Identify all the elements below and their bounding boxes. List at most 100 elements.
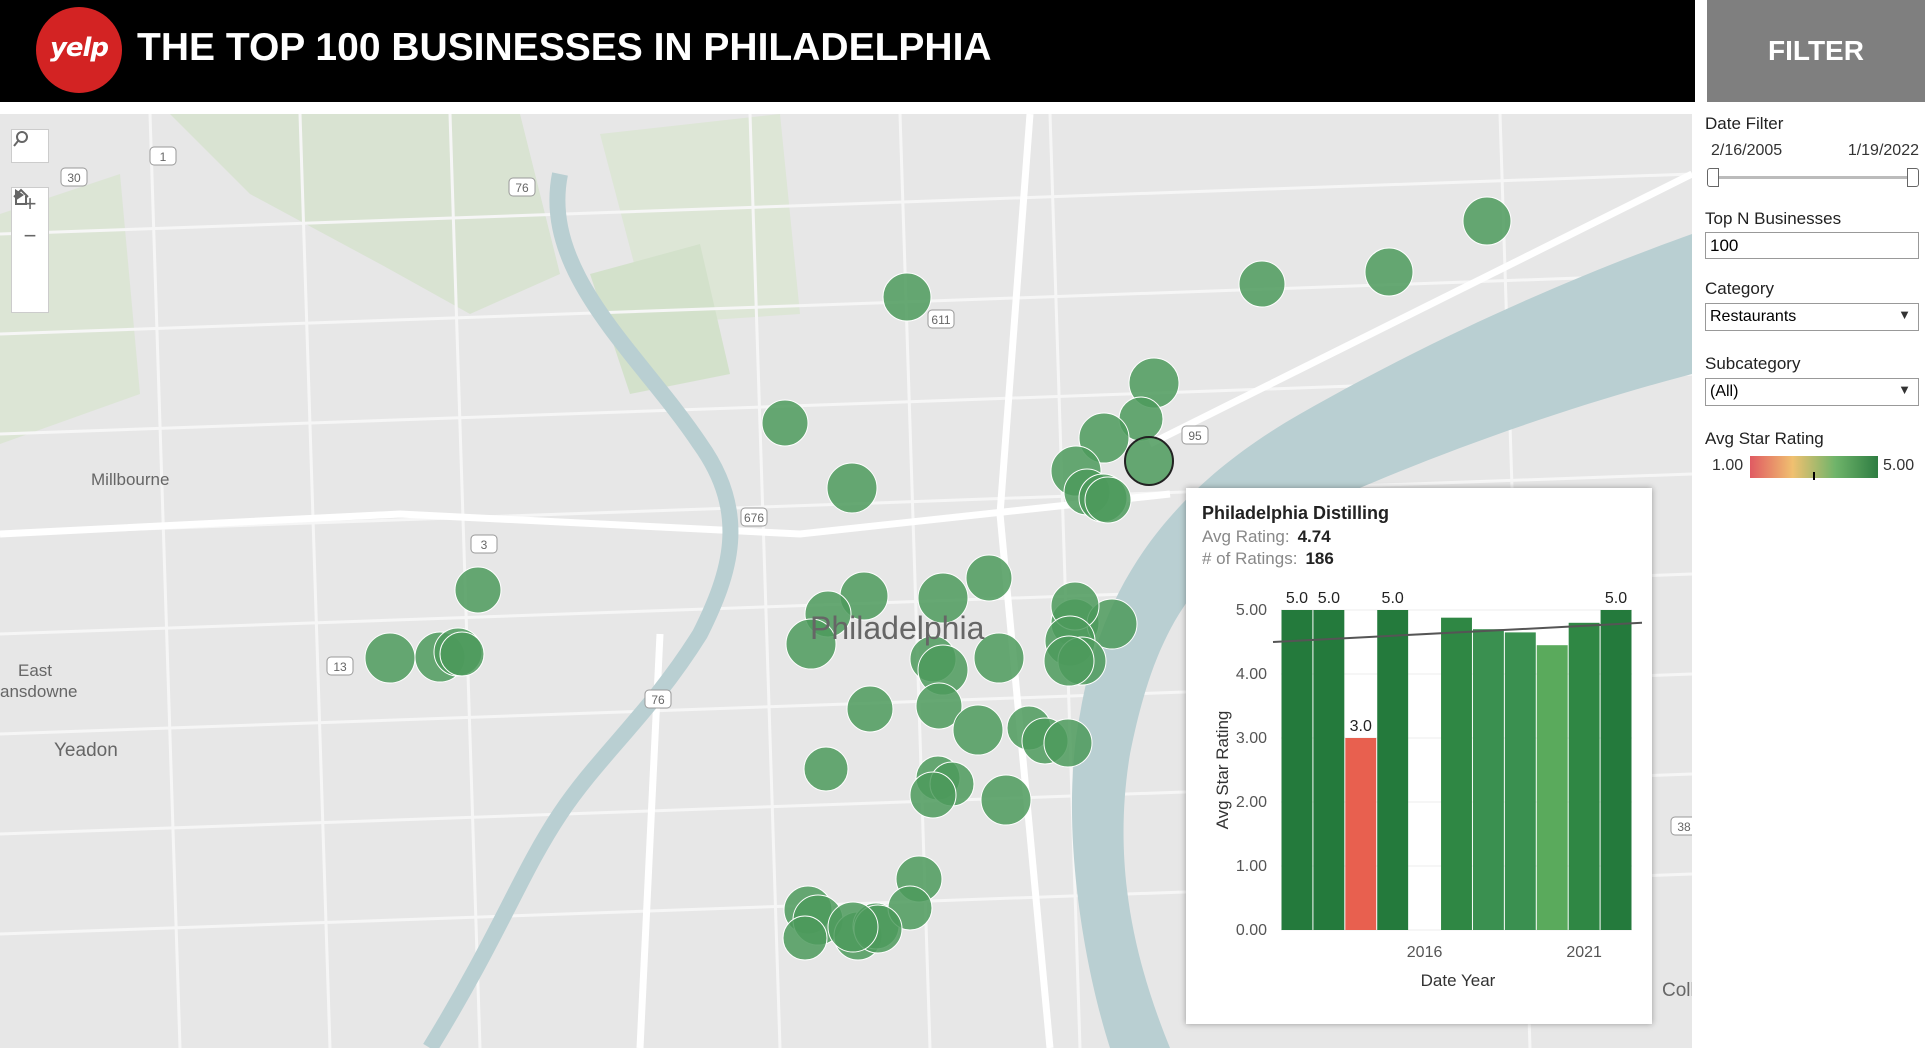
business-marker[interactable]	[846, 685, 894, 733]
business-marker[interactable]	[1078, 412, 1130, 464]
route-shield-label: 38	[1677, 820, 1691, 834]
zoom-out-button[interactable]: −	[23, 223, 37, 248]
route-shield	[149, 146, 177, 166]
date-end: 1/19/2022	[1847, 142, 1919, 159]
date-start: 2/16/2005	[1711, 142, 1783, 159]
business-marker[interactable]	[952, 704, 1004, 756]
business-marker[interactable]	[1043, 718, 1093, 768]
business-marker[interactable]	[761, 399, 809, 447]
label-millbourne: Millbourne	[91, 470, 169, 489]
schuylkill-river	[423, 172, 739, 1048]
marker-layer[interactable]	[364, 196, 1512, 961]
business-marker[interactable]	[1462, 196, 1512, 246]
y-tick-label: 1.00	[1236, 858, 1267, 875]
route-shields: 30 1 76 611 95 676 3 13 76 38	[60, 146, 1692, 836]
label-philadelphia: Philadelphia	[810, 610, 985, 646]
business-marker[interactable]	[454, 566, 502, 614]
business-marker[interactable]	[965, 554, 1013, 602]
business-marker[interactable]	[1043, 635, 1095, 687]
category-dropdown[interactable]: Restaurants ▼	[1705, 303, 1919, 331]
chart-bar	[1281, 610, 1313, 930]
route-shield-label: 30	[67, 171, 81, 185]
date-slider-end-handle[interactable]	[1907, 168, 1919, 187]
route-shield	[508, 177, 536, 197]
category-label: Category	[1705, 279, 1774, 298]
chart-bar	[1600, 610, 1632, 930]
business-marker[interactable]	[973, 632, 1025, 684]
business-marker[interactable]	[782, 915, 828, 961]
chevron-down-icon: ▼	[1898, 382, 1911, 397]
route-shield	[740, 507, 768, 527]
business-marker[interactable]	[909, 771, 957, 819]
subcategory-dropdown[interactable]: (All) ▼	[1705, 378, 1919, 406]
business-marker[interactable]	[882, 272, 932, 322]
y-tick-label: 5.00	[1236, 602, 1267, 619]
chart-bar	[1472, 629, 1504, 930]
page-title: THE TOP 100 BUSINESSES IN PHILADELPHIA	[137, 26, 992, 69]
route-shield-label: 3	[481, 538, 488, 552]
business-marker[interactable]	[827, 901, 879, 953]
yelp-logo: yelp	[36, 7, 122, 93]
top-n-input[interactable]: 100	[1705, 232, 1919, 259]
route-shield	[1181, 425, 1209, 445]
business-marker[interactable]	[826, 462, 878, 514]
chart-bar	[1568, 622, 1600, 930]
y-tick-label: 2.00	[1236, 794, 1267, 811]
route-shield-label: 676	[744, 511, 764, 525]
business-marker[interactable]	[439, 631, 485, 677]
filter-header: FILTER	[1707, 0, 1925, 102]
business-marker[interactable]	[803, 746, 849, 792]
rating-marker	[1813, 472, 1815, 480]
x-tick-label: 2016	[1407, 944, 1443, 961]
business-marker[interactable]	[1364, 247, 1414, 297]
chart-bar	[1536, 645, 1568, 930]
top-n-label: Top N Businesses	[1705, 209, 1842, 228]
bar-data-label: 5.0	[1318, 590, 1340, 607]
map-zoom-controls: + −	[11, 187, 49, 313]
rating-by-year-chart: 0.00 1.00 2.00 3.00 4.00 5.00 5.0 5.0 3.0 5.0 5.0 2…	[1213, 590, 1643, 990]
y-axis-label: Avg Star Rating	[1213, 711, 1232, 830]
bar-data-label: 5.0	[1382, 590, 1404, 607]
route-shield	[1670, 816, 1692, 836]
route-shield-label: 95	[1188, 429, 1202, 443]
y-tick-label: 3.00	[1236, 730, 1267, 747]
park-area	[170, 114, 560, 314]
rating-max: 5.00	[1883, 457, 1915, 474]
route-shield	[326, 656, 354, 676]
business-marker[interactable]	[917, 572, 969, 624]
date-slider-start-handle[interactable]	[1707, 168, 1719, 187]
rating-legend-label: Avg Star Rating	[1705, 429, 1824, 448]
tooltip-business-name: Philadelphia Distilling	[1202, 503, 1390, 523]
x-axis-label: Date Year	[1421, 971, 1496, 990]
map-canvas[interactable]: Millbourne East ansdowne Yeadon Philadel…	[0, 114, 1692, 1048]
business-marker[interactable]	[1084, 476, 1132, 524]
chart-bar	[1441, 617, 1472, 930]
tooltip-avg-rating: Avg Rating: 4.74	[1202, 527, 1331, 546]
label-lansdowne: ansdowne	[0, 682, 78, 701]
business-marker[interactable]	[1238, 260, 1286, 308]
business-marker[interactable]	[364, 632, 416, 684]
business-marker[interactable]	[915, 682, 963, 730]
trend-line	[1272, 621, 1643, 643]
business-marker[interactable]	[785, 618, 837, 670]
label-coll: Coll	[1662, 980, 1692, 1001]
date-slider-track[interactable]	[1711, 176, 1913, 179]
label-east: East	[18, 661, 52, 680]
x-tick-label: 2021	[1566, 944, 1602, 961]
bar-data-label: 5.0	[1605, 590, 1627, 607]
route-shield	[470, 534, 498, 554]
route-shield-label: 1	[160, 150, 167, 164]
chevron-down-icon: ▼	[1898, 307, 1911, 322]
play-button[interactable]	[12, 189, 48, 316]
map-search-button[interactable]	[11, 129, 49, 163]
y-tick-label: 4.00	[1236, 666, 1267, 683]
bar-data-label: 5.0	[1286, 590, 1308, 607]
search-icon	[12, 130, 48, 162]
home-button[interactable]	[12, 188, 48, 284]
selected-marker[interactable]	[1124, 436, 1174, 486]
route-shield	[927, 309, 955, 329]
label-yeadon: Yeadon	[54, 740, 118, 761]
play-icon	[15, 189, 24, 201]
chart-bar	[1345, 738, 1377, 930]
business-marker[interactable]	[980, 774, 1032, 826]
